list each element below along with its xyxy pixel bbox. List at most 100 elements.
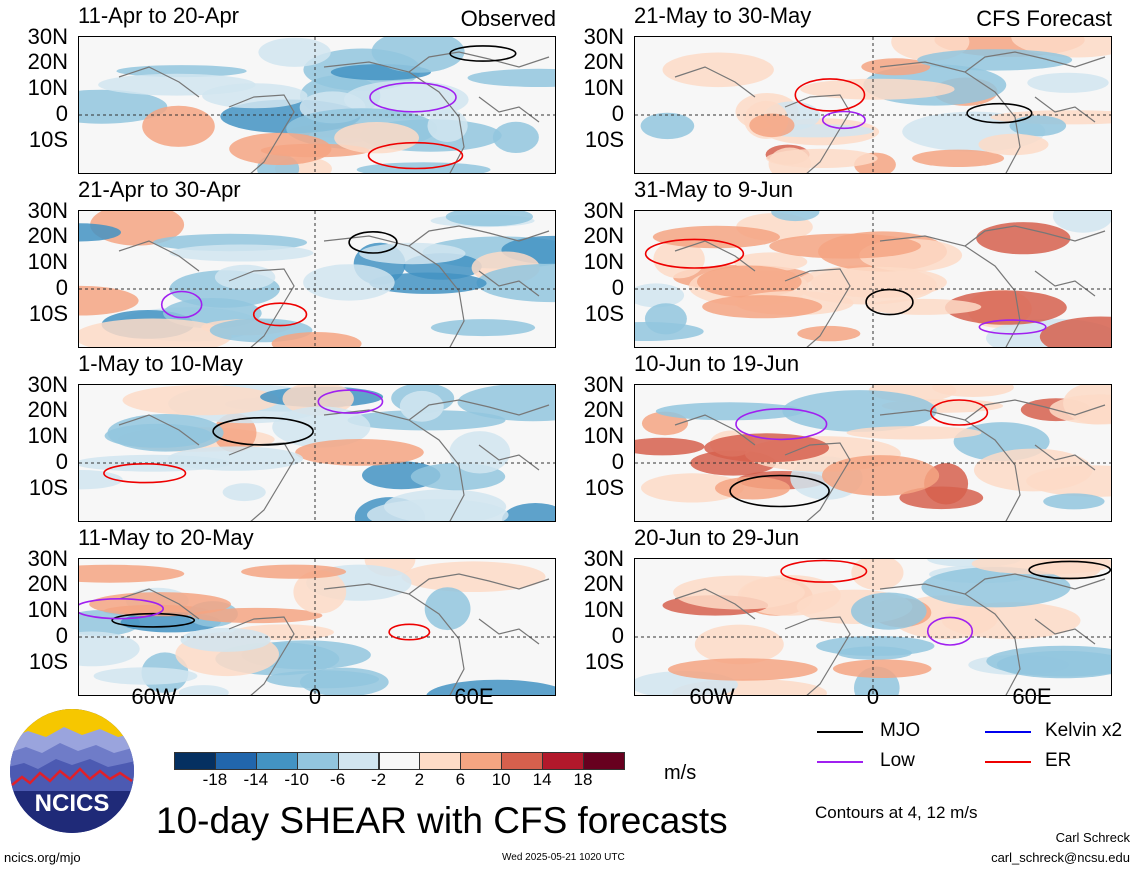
colorbar-tick-label: 6 <box>455 770 466 789</box>
shear-field-patch <box>229 132 332 165</box>
shear-map <box>79 559 555 695</box>
lat-tick-label: 20N <box>27 571 68 596</box>
shear-field-patch <box>702 295 823 319</box>
shear-field-patch <box>371 37 465 73</box>
shear-field-patch <box>424 587 471 631</box>
legend-label-kelvin: Kelvin x2 <box>1045 720 1123 741</box>
lat-tick-label: 10S <box>28 475 68 500</box>
colorbar-tick-label: 2 <box>414 770 425 789</box>
lat-tick-label: 10S <box>584 301 624 326</box>
coastline <box>674 399 1106 521</box>
legend-line-low <box>817 761 863 763</box>
shear-field-patch <box>769 233 921 259</box>
lat-tick-label: 10S <box>584 475 624 500</box>
lat-tick-label: 20N <box>583 571 624 596</box>
shear-field-patch <box>295 439 424 466</box>
lat-tick-label: 20N <box>27 223 68 248</box>
shear-field-patch <box>800 78 955 100</box>
coastline <box>118 225 550 347</box>
shear-field-patch <box>899 486 984 510</box>
lat-tick-label: 30N <box>27 372 68 397</box>
shear-map <box>79 385 555 521</box>
colorbar-tick-label: 10 <box>491 770 511 789</box>
map-frame <box>634 210 1112 348</box>
shear-field-patch <box>865 298 982 315</box>
shear-field-patch <box>1049 394 1111 425</box>
lat-tick-label: 20N <box>583 49 624 74</box>
lon-tick-60e-left: 60E <box>454 684 494 709</box>
panel-period-title: 31-May to 9-Jun <box>634 177 793 202</box>
contour-line <box>369 81 457 113</box>
shear-field-patch <box>945 290 1067 325</box>
panel-period-title: 11-Apr to 20-Apr <box>78 3 240 28</box>
colorbar-swatch <box>378 752 421 770</box>
colorbar-tick-label: 18 <box>573 770 593 789</box>
contour-line <box>780 559 868 583</box>
map-panel: 1-May to 10-May 30N 20N 10N 0 10S <box>28 351 556 522</box>
shear-field-patch <box>797 325 861 342</box>
colorbar-swatch <box>337 752 380 770</box>
lat-tick-label: 30N <box>27 546 68 571</box>
shear-field-patch <box>973 448 1093 492</box>
shear-field-patch <box>662 52 774 88</box>
shear-field-patch <box>851 559 904 591</box>
lat-tick-label: 20N <box>583 397 624 422</box>
panel-period-title: 10-Jun to 19-Jun <box>634 351 800 376</box>
shear-field-patch <box>811 266 947 298</box>
shear-field-patch <box>694 624 784 665</box>
ncics-logo: NCICS <box>10 709 134 833</box>
map-panel: 20-Jun to 29-Jun 30N 20N 10N 0 10S <box>584 525 1112 696</box>
shear-field-patch <box>334 122 419 154</box>
lat-tick-label: 20N <box>583 223 624 248</box>
lat-tick-label: 30N <box>27 198 68 223</box>
shear-field-patch <box>921 567 1071 608</box>
lat-tick-label: 10S <box>584 127 624 152</box>
shear-field-patch <box>1009 115 1067 137</box>
panel-column-label: CFS Forecast <box>976 6 1112 31</box>
map-panel: 31-May to 9-Jun 30N 20N 10N 0 10S <box>584 177 1112 348</box>
footer-url[interactable]: ncics.org/mjo <box>4 850 81 865</box>
footer-timestamp: Wed 2025-05-21 1020 UTC <box>502 852 625 863</box>
shear-field-patch <box>449 431 511 474</box>
lat-tick-label: 30N <box>583 546 624 571</box>
legend-label-er: ER <box>1045 750 1072 771</box>
shear-field-patch <box>667 658 818 681</box>
lon-tick-60e-right: 60E <box>1012 684 1052 709</box>
contour-note: Contours at 4, 12 m/s <box>815 803 978 822</box>
footer-email[interactable]: carl_schreck@ncsu.edu <box>991 850 1130 865</box>
shear-field-patch <box>467 68 555 87</box>
lat-tick-label: 0 <box>611 275 624 300</box>
lon-tick-0-left: 0 <box>308 684 322 709</box>
shear-field-patch <box>79 470 123 490</box>
shear-field-patch <box>271 332 362 347</box>
colorbar-tick-label: -2 <box>370 770 387 789</box>
colorbar-swatch <box>296 752 339 770</box>
shear-field-patch <box>180 627 271 652</box>
chart-title: 10-day SHEAR with CFS forecasts <box>156 800 728 841</box>
shear-map <box>635 385 1111 521</box>
shear-field-patch <box>241 564 347 579</box>
legend-label-mjo: MJO <box>880 720 921 741</box>
shear-field-patch <box>399 390 444 422</box>
colorbar-tick-label: -6 <box>330 770 346 789</box>
contour-line <box>729 474 830 508</box>
contour-line <box>388 623 431 641</box>
shear-field-patch <box>652 225 780 249</box>
shear-field-patch <box>303 264 395 301</box>
panel-period-title: 1-May to 10-May <box>78 351 244 376</box>
shear-map <box>635 211 1111 347</box>
shear-field-patch <box>917 49 1073 71</box>
legend-line-er <box>985 761 1031 763</box>
shear-field-patch <box>912 149 1005 167</box>
shear-field-patch <box>272 406 371 448</box>
colorbar-swatch <box>501 752 544 770</box>
shear-field-patch <box>93 667 198 685</box>
shear-map <box>635 37 1111 173</box>
lon-tick-60w-left: 60W <box>131 684 177 709</box>
lat-tick-label: 10N <box>583 597 624 622</box>
lat-tick-label: 10N <box>583 423 624 448</box>
lat-tick-label: 0 <box>55 275 68 300</box>
shear-field-patch <box>122 385 280 416</box>
colorbar-tick-label: 14 <box>532 770 552 789</box>
shear-field-patch <box>832 659 932 678</box>
